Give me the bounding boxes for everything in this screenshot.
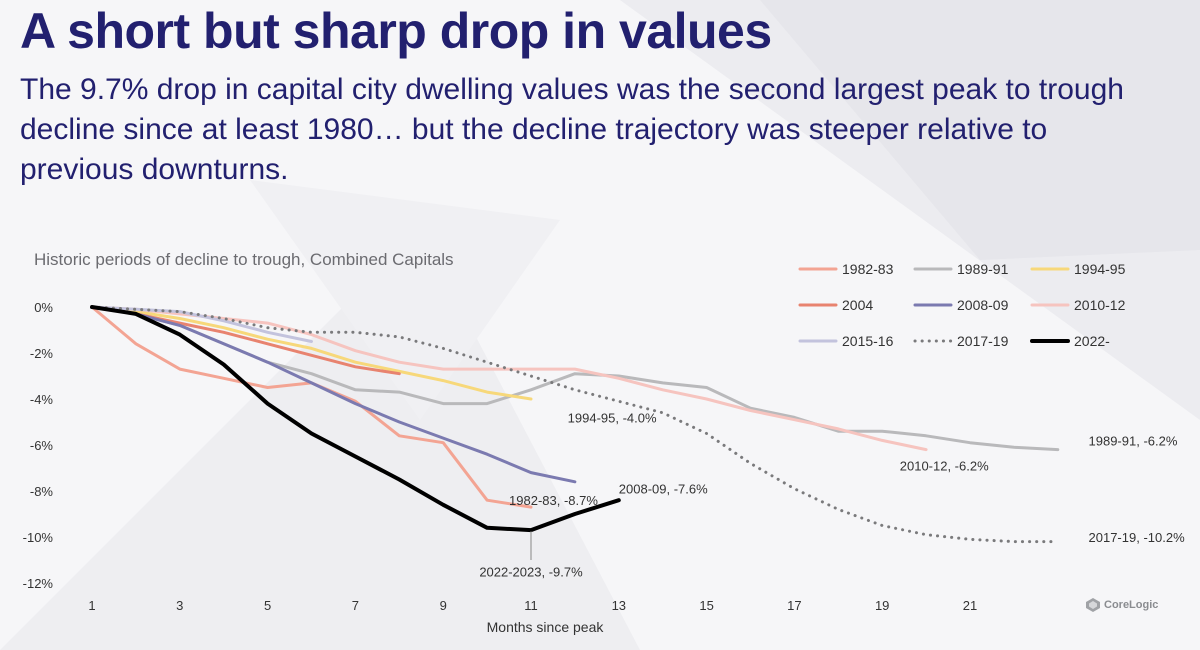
legend-label: 1994-95 (1074, 261, 1126, 277)
series-line-201719 (90, 305, 1060, 544)
legend-item: 2004 (798, 297, 873, 313)
series-line-200809 (90, 305, 577, 484)
annotation-label: 1982-83, -8.7% (509, 493, 598, 508)
x-tick-label: 11 (524, 598, 538, 613)
series-line-199495 (90, 305, 533, 401)
y-tick-label: -10% (23, 530, 54, 545)
annotation-label: 1994-95, -4.0% (568, 410, 657, 425)
legend-label: 1982-83 (842, 261, 894, 277)
y-tick-label: -2% (30, 346, 54, 361)
legend-item: 1989-91 (913, 261, 1009, 277)
page-title: A short but sharp drop in values (20, 3, 772, 59)
corelogic-logo-icon (1086, 598, 1100, 612)
x-tick-label: 5 (264, 598, 271, 613)
series-line-198283 (90, 305, 533, 509)
x-tick-label: 9 (440, 598, 447, 613)
legend-item: 1982-83 (798, 261, 894, 277)
x-tick-label: 21 (963, 598, 977, 613)
x-tick-label: 1 (88, 598, 95, 613)
legend-label: 2010-12 (1074, 297, 1126, 313)
corelogic-logo: CoreLogic (1085, 597, 1158, 613)
y-tick-label: -6% (30, 438, 54, 453)
legend-item: 1994-95 (1030, 261, 1126, 277)
y-tick-label: -4% (30, 392, 54, 407)
legend-item: 2022- (1030, 333, 1110, 349)
x-tick-label: 3 (176, 598, 183, 613)
annotation-label: 2010-12, -6.2% (900, 459, 989, 474)
y-tick-label: 0% (34, 300, 53, 315)
chart-title: Historic periods of decline to trough, C… (34, 250, 454, 269)
y-tick-label: -8% (30, 484, 54, 499)
legend-item: 2017-19 (913, 333, 1009, 349)
y-axis: 0% -2% -4% -6% -8% -10% -12% (23, 300, 54, 591)
x-tick-label: 7 (352, 598, 359, 613)
annotation-label: 2017-19, -10.2% (1089, 530, 1186, 545)
corelogic-logo-text: CoreLogic (1104, 599, 1159, 611)
x-tick-label: 13 (612, 598, 626, 613)
x-axis-label: Months since peak (487, 619, 605, 635)
x-tick-label: 15 (699, 598, 713, 613)
annotation-label: 1989-91, -6.2% (1089, 433, 1178, 448)
x-tick-label: 19 (875, 598, 889, 613)
x-axis: 1 3 5 7 9 11 13 15 17 19 21 (88, 598, 977, 613)
legend-label: 2004 (842, 297, 873, 313)
plot-area (90, 305, 1060, 544)
legend-item: 2015-16 (798, 333, 894, 349)
line-chart: Historic periods of decline to trough, C… (23, 250, 1185, 635)
x-tick-label: 17 (787, 598, 801, 613)
y-tick-label: -12% (23, 576, 54, 591)
legend: 1982-83 1989-91 1994-95 2004 2008-09 2010-12 2… (798, 261, 1126, 349)
annotation-label: 2008-09, -7.6% (619, 482, 708, 497)
legend-label: 2008-09 (957, 297, 1009, 313)
annotations: 1994-95, -4.0% 1989-91, -6.2% 2010-12, -6.… (479, 410, 1185, 579)
legend-item: 2008-09 (913, 297, 1009, 313)
series-line-2022 (90, 305, 621, 533)
legend-label: 2022- (1074, 333, 1110, 349)
annotation-label: 2022-2023, -9.7% (479, 565, 583, 580)
legend-label: 1989-91 (957, 261, 1009, 277)
legend-item: 2010-12 (1030, 297, 1126, 313)
series-line-201012 (90, 305, 928, 452)
page-subtitle: The 9.7% drop in capital city dwelling v… (20, 73, 1124, 186)
legend-label: 2015-16 (842, 333, 894, 349)
legend-label: 2017-19 (957, 333, 1009, 349)
